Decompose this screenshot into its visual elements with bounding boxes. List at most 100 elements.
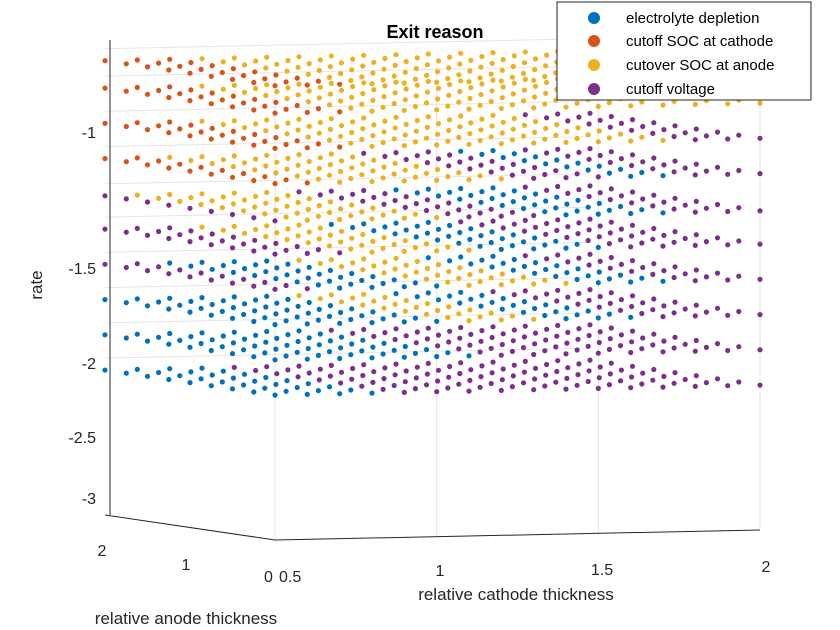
data-point <box>229 245 236 251</box>
data-point <box>337 144 343 150</box>
data-point <box>586 227 592 233</box>
data-point <box>618 156 625 162</box>
data-point <box>306 335 312 341</box>
data-point <box>458 50 464 56</box>
data-point <box>371 369 377 375</box>
data-point <box>252 167 258 173</box>
data-point <box>370 344 376 350</box>
data-point <box>509 243 515 249</box>
data-point <box>489 264 495 270</box>
data-point <box>294 349 300 355</box>
data-point <box>682 271 688 277</box>
data-point <box>369 284 375 290</box>
data-point <box>757 312 763 318</box>
data-point <box>565 259 571 265</box>
data-point <box>510 373 516 379</box>
data-point <box>629 339 635 345</box>
data-point <box>241 230 248 236</box>
data-point <box>285 296 291 302</box>
data-point <box>274 335 280 341</box>
data-point <box>575 301 581 307</box>
data-point <box>510 126 516 132</box>
z-tick-label: -2.5 <box>68 430 96 447</box>
data-point <box>532 164 538 171</box>
data-point <box>317 366 323 372</box>
data-point <box>391 277 397 283</box>
data-point <box>382 294 388 300</box>
data-point <box>370 70 376 76</box>
data-point <box>102 332 108 338</box>
data-point <box>252 378 258 384</box>
data-point <box>435 378 441 384</box>
data-point <box>434 214 440 221</box>
data-point <box>576 290 582 296</box>
data-point <box>253 156 259 162</box>
data-point <box>479 257 485 263</box>
data-point <box>629 222 636 228</box>
data-point <box>703 205 710 211</box>
data-point <box>628 279 634 285</box>
data-point <box>725 171 731 177</box>
data-point <box>661 127 667 133</box>
x-tick-label: 0.5 <box>279 569 301 586</box>
data-point <box>305 206 311 212</box>
data-point <box>166 235 172 242</box>
data-point <box>532 83 539 89</box>
data-point <box>199 295 205 301</box>
data-point <box>714 235 721 241</box>
data-point <box>468 261 474 267</box>
data-point <box>522 112 528 118</box>
data-point <box>757 171 763 177</box>
data-point <box>703 168 710 174</box>
data-point <box>315 282 321 288</box>
data-point <box>393 361 399 367</box>
data-point <box>156 334 162 340</box>
data-point <box>337 81 343 87</box>
data-point <box>392 372 398 378</box>
data-point <box>296 81 302 87</box>
data-point <box>305 99 311 105</box>
data-point <box>500 295 506 302</box>
data-point <box>672 229 678 235</box>
data-point <box>520 70 527 76</box>
data-point <box>458 254 464 260</box>
data-point <box>544 256 550 262</box>
data-point <box>252 131 258 138</box>
data-point <box>554 157 560 163</box>
data-point <box>661 162 667 168</box>
data-point <box>317 155 323 161</box>
data-point <box>629 328 636 334</box>
data-point <box>359 348 365 354</box>
data-point <box>693 161 699 167</box>
data-point <box>544 220 550 227</box>
data-point <box>714 376 721 382</box>
data-point <box>263 65 269 71</box>
data-point <box>219 273 225 279</box>
data-point <box>521 263 528 269</box>
data-point <box>456 240 462 246</box>
data-point <box>382 118 388 124</box>
data-point <box>617 343 624 349</box>
data-point <box>564 340 570 346</box>
data-point <box>576 114 582 120</box>
data-point <box>199 83 205 89</box>
data-point <box>650 130 656 136</box>
data-point <box>606 241 613 247</box>
data-point <box>489 158 495 164</box>
data-point <box>220 298 226 304</box>
data-point <box>284 272 290 278</box>
data-point <box>510 267 516 273</box>
data-point <box>488 71 494 77</box>
data-point <box>542 312 548 319</box>
data-point <box>587 146 593 152</box>
data-point <box>134 366 140 372</box>
data-point <box>380 351 386 357</box>
data-point <box>478 199 484 205</box>
data-point <box>123 300 129 306</box>
data-point <box>241 311 247 318</box>
data-point <box>618 261 625 267</box>
data-point <box>262 350 268 356</box>
data-point <box>424 336 430 342</box>
data-point <box>403 121 409 127</box>
data-point <box>348 105 354 111</box>
